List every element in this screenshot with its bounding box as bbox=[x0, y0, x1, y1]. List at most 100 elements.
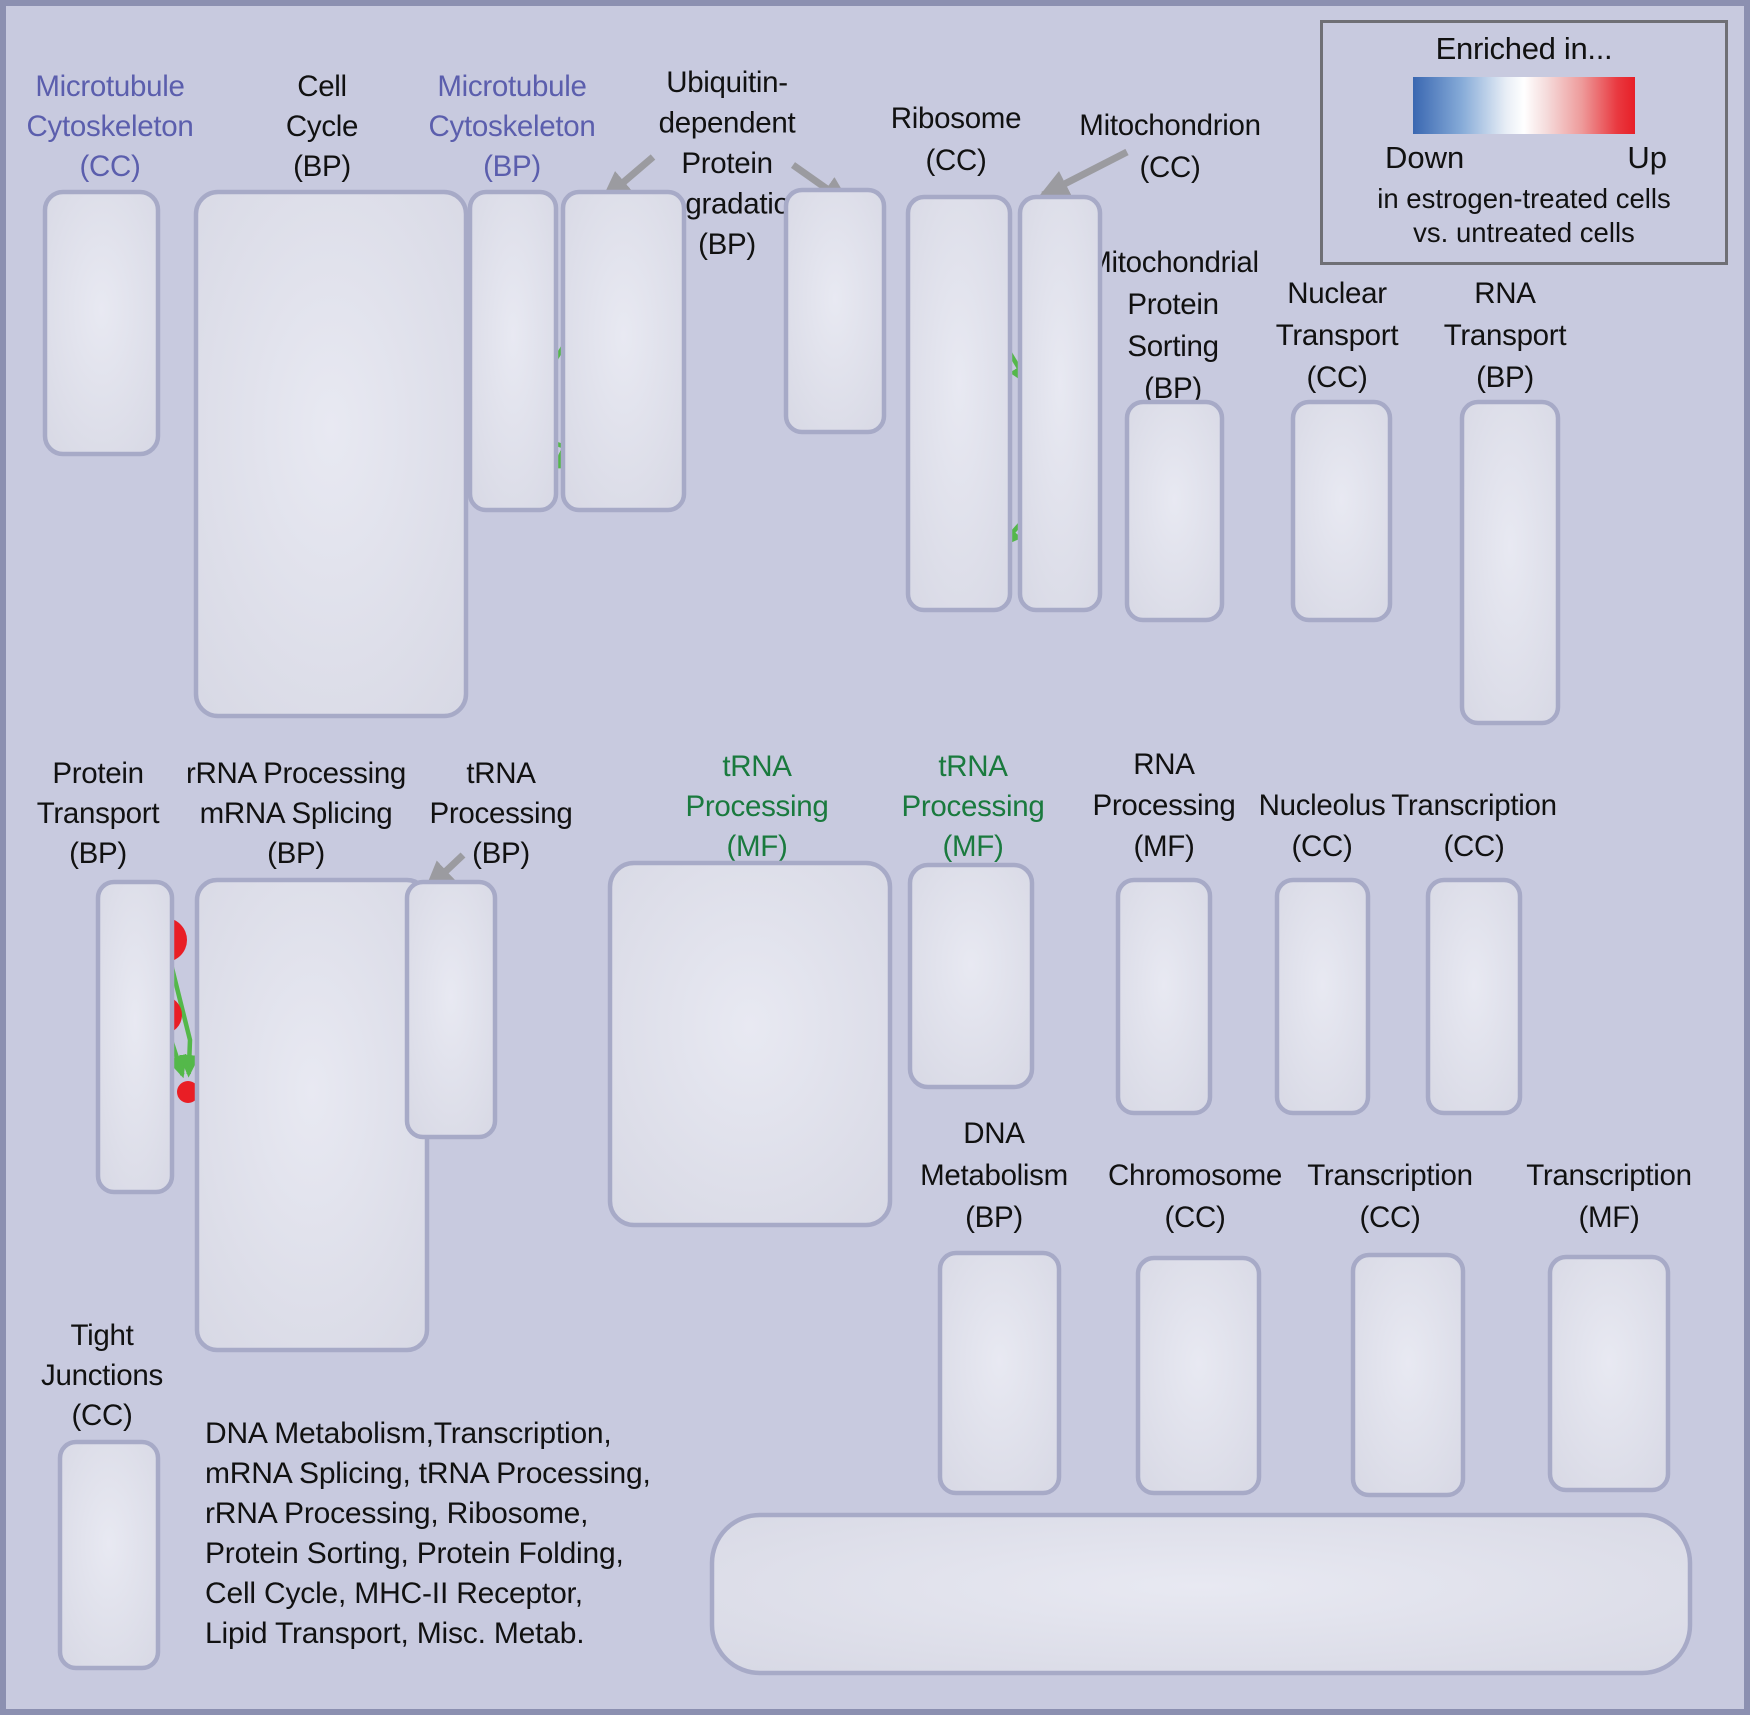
nucleolus-cc-box bbox=[1274, 877, 1371, 1116]
ubiquitin-degradation-bp-label: dependent bbox=[659, 106, 796, 139]
rna-transport-bp-box bbox=[1459, 399, 1561, 726]
misc-terms-box-box bbox=[709, 1512, 1693, 1676]
nuclear-transport-cc-label: Nuclear bbox=[1287, 277, 1387, 310]
trna-processing-mf-small-label: tRNA bbox=[938, 750, 1008, 783]
tight-junctions-cc-label: Tight bbox=[71, 1319, 134, 1352]
transcription-cc-middle-label: (CC) bbox=[1443, 830, 1504, 863]
ubiquitin-degradation-bp-label: (BP) bbox=[698, 228, 756, 261]
nucleolus-cc-label: (CC) bbox=[1291, 830, 1352, 863]
dna-metabolism-bp-label: (BP) bbox=[965, 1201, 1023, 1234]
tight-junctions-cc-label: Junctions bbox=[41, 1359, 163, 1392]
protein-transport-bp-label: Protein bbox=[52, 757, 143, 790]
ubiquitin-degradation-bp-2-box bbox=[783, 187, 887, 435]
chromosome-cc-label: (CC) bbox=[1164, 1201, 1225, 1234]
trna-processing-bp-label: tRNA bbox=[466, 757, 536, 790]
microtubule-cytoskeleton-bp-label: (BP) bbox=[483, 150, 541, 183]
dna-metabolism-bp-label: DNA bbox=[963, 1117, 1025, 1150]
annotation-line: Cell Cycle, MHC-II Receptor, bbox=[205, 1577, 583, 1610]
rna-transport-bp-label: (BP) bbox=[1476, 361, 1534, 394]
legend-box: Enriched in... Down Up in estrogen-treat… bbox=[1320, 20, 1728, 265]
rna-processing-mf-box bbox=[1115, 877, 1213, 1116]
legend-down-label: Down bbox=[1385, 140, 1465, 175]
rrna-processing-mrna-splicing-bp-box bbox=[194, 877, 430, 1353]
annotation-line: rRNA Processing, Ribosome, bbox=[205, 1497, 589, 1530]
ubiquitin-degradation-bp-label: Ubiquitin- bbox=[666, 66, 788, 99]
ribosome-cc-label: Ribosome bbox=[891, 102, 1021, 135]
rna-processing-mf-label: Processing bbox=[1093, 789, 1236, 822]
trna-processing-mf-small-box bbox=[907, 862, 1035, 1090]
mitochondrial-protein-sorting-bp-label: (BP) bbox=[1144, 372, 1202, 405]
chromosome-cc-label: Chromosome bbox=[1108, 1159, 1282, 1192]
dna-metabolism-bp-box bbox=[937, 1250, 1062, 1496]
mitochondrion-cc-label: Mitochondrion bbox=[1079, 109, 1260, 142]
rna-transport-bp-label: RNA bbox=[1474, 277, 1536, 310]
tight-junctions-cc-label: (CC) bbox=[71, 1399, 132, 1432]
microtubule-cytoskeleton-bp-box bbox=[467, 189, 559, 513]
cell-cycle-bp-label: Cell bbox=[297, 70, 347, 103]
trna-processing-mf-large-label: Processing bbox=[686, 790, 829, 823]
trna-processing-bp-label: (BP) bbox=[472, 837, 530, 870]
annotation-line: DNA Metabolism,Transcription, bbox=[205, 1417, 612, 1450]
cell-cycle-bp-label: (BP) bbox=[293, 150, 351, 183]
ubiquitin-degradation-bp-box bbox=[560, 189, 687, 513]
transcription-cc-middle-label: Transcription bbox=[1391, 789, 1557, 822]
dna-metabolism-bp-label: Metabolism bbox=[920, 1159, 1068, 1192]
microtubule-cytoskeleton-bp-label: Microtubule bbox=[437, 70, 586, 103]
protein-transport-bp-box bbox=[95, 879, 175, 1195]
trna-processing-bp-box bbox=[404, 879, 498, 1140]
microtubule-cytoskeleton-cc-label: Microtubule bbox=[35, 70, 184, 103]
rrna-processing-mrna-splicing-bp-label: (BP) bbox=[267, 837, 325, 870]
rna-processing-mf-label: RNA bbox=[1133, 748, 1195, 781]
mitochondrial-protein-sorting-bp-label: Mitochondrial bbox=[1087, 246, 1259, 279]
nuclear-transport-cc-label: (CC) bbox=[1306, 361, 1367, 394]
microtubule-cytoskeleton-bp-label: Cytoskeleton bbox=[429, 110, 596, 143]
legend-up-label: Up bbox=[1627, 140, 1667, 175]
ribosome-cc-box bbox=[905, 194, 1013, 613]
cell-cycle-bp-label: Cycle bbox=[286, 110, 358, 143]
mitochondrial-protein-sorting-bp-box bbox=[1124, 399, 1225, 623]
trna-processing-mf-large-box bbox=[607, 860, 893, 1228]
label-pointer-arrow bbox=[1038, 148, 1129, 199]
mitochondrial-protein-sorting-bp-label: Protein bbox=[1127, 288, 1218, 321]
transcription-mf-label: Transcription bbox=[1526, 1159, 1692, 1192]
annotation-line: Lipid Transport, Misc. Metab. bbox=[205, 1617, 585, 1650]
annotation-text: DNA Metabolism,Transcription, mRNA Splic… bbox=[205, 1414, 651, 1654]
legend-subtitle-2: vs. untreated cells bbox=[1413, 217, 1635, 248]
transcription-mf-label: (MF) bbox=[1578, 1201, 1639, 1234]
trna-processing-mf-small-label: Processing bbox=[902, 790, 1045, 823]
cell-cycle-bp-box bbox=[193, 189, 469, 719]
nucleolus-cc-label: Nucleolus bbox=[1259, 789, 1386, 822]
microtubule-cytoskeleton-cc-box bbox=[42, 189, 161, 457]
tight-junctions-cc-box bbox=[57, 1439, 161, 1671]
annotation-line: Protein Sorting, Protein Folding, bbox=[205, 1537, 624, 1570]
mitochondrial-protein-sorting-bp-label: Sorting bbox=[1127, 330, 1218, 363]
ribosome-cc-label: (CC) bbox=[925, 144, 986, 177]
transcription-cc-bottom-box bbox=[1350, 1252, 1466, 1498]
edge-arrow bbox=[168, 960, 200, 1078]
rna-processing-mf-label: (MF) bbox=[1133, 830, 1194, 863]
mitochondrion-cc-box bbox=[1017, 194, 1103, 613]
mitochondrion-cc-label: (CC) bbox=[1139, 151, 1200, 184]
protein-transport-bp-node-4 bbox=[177, 1081, 199, 1103]
transcription-mf-box bbox=[1547, 1254, 1671, 1493]
trna-processing-mf-large-label: (MF) bbox=[726, 830, 787, 863]
trna-processing-mf-large-label: tRNA bbox=[722, 750, 792, 783]
annotation-line: mRNA Splicing, tRNA Processing, bbox=[205, 1457, 651, 1490]
microtubule-cytoskeleton-cc-label: Cytoskeleton bbox=[27, 110, 194, 143]
rrna-processing-mrna-splicing-bp-label: mRNA Splicing bbox=[200, 797, 393, 830]
protein-transport-bp-label: Transport bbox=[37, 797, 160, 830]
microtubule-cytoskeleton-cc-label: (CC) bbox=[79, 150, 140, 183]
legend-gradient-bar bbox=[1413, 77, 1635, 134]
trna-processing-mf-small-label: (MF) bbox=[942, 830, 1003, 863]
transcription-cc-bottom-label: Transcription bbox=[1307, 1159, 1473, 1192]
labels-layer: Microtubule Cytoskeleton (CC) Cell Cycle (BP)… bbox=[27, 66, 1693, 1432]
transcription-cc-middle-box bbox=[1425, 877, 1523, 1116]
rrna-processing-mrna-splicing-bp-label: rRNA Processing bbox=[186, 757, 406, 790]
nuclear-transport-cc-box bbox=[1290, 399, 1393, 623]
trna-processing-bp-label: Processing bbox=[430, 797, 573, 830]
legend-subtitle-1: in estrogen-treated cells bbox=[1377, 183, 1671, 214]
ubiquitin-degradation-bp-label: Protein bbox=[681, 147, 772, 180]
rna-transport-bp-label: Transport bbox=[1444, 319, 1567, 352]
